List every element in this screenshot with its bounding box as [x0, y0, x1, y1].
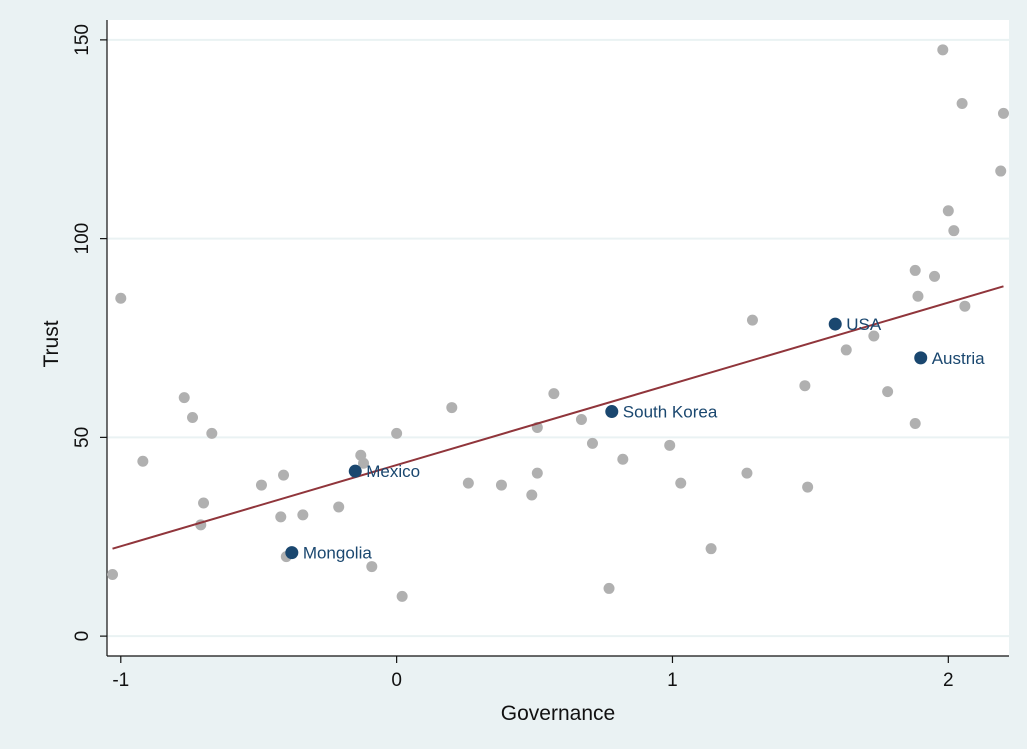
scatter-point [746, 314, 758, 326]
point-label: Mexico [366, 462, 420, 481]
highlighted-point [605, 405, 619, 419]
scatter-point [586, 437, 598, 449]
axis-ticks: 0 50 100 150 -1 0 1 2 [72, 24, 954, 691]
scatter-point [531, 467, 543, 479]
scatter-point [391, 427, 403, 439]
scatter-point [575, 413, 587, 425]
scatter-point [198, 497, 210, 509]
point-label: Austria [932, 349, 985, 368]
scatter-point [909, 264, 921, 276]
scatter-point [909, 417, 921, 429]
scatter-point [840, 344, 852, 356]
highlighted-point [914, 351, 928, 365]
scatter-point [802, 481, 814, 493]
scatter-point [115, 292, 127, 304]
scatter-point [705, 543, 717, 555]
scatter-point [956, 97, 968, 109]
x-tick-label: 0 [391, 670, 402, 691]
scatter-point [275, 511, 287, 523]
scatter-point [297, 509, 309, 521]
scatter-point [997, 107, 1009, 119]
scatter-point [495, 479, 507, 491]
x-axis-title: Governance [501, 702, 615, 725]
scatter-point [107, 569, 119, 581]
gridlines [107, 38, 1009, 638]
scatter-point [995, 165, 1007, 177]
scatter-point [912, 290, 924, 302]
highlighted-point [285, 546, 299, 560]
data-points [107, 44, 1009, 602]
point-label: Mongolia [303, 544, 373, 563]
point-label: USA [846, 315, 882, 334]
scatter-point [929, 270, 941, 282]
scatter-point [187, 412, 199, 423]
highlighted-points: Mongolia Mexico South Korea USA Austria [285, 315, 985, 563]
y-tick-label: 100 [72, 223, 93, 255]
scatter-point [446, 402, 458, 414]
scatter-point [548, 388, 560, 400]
x-tick-label: 2 [943, 670, 954, 691]
y-tick-label: 50 [72, 427, 93, 448]
scatter-point [937, 44, 949, 56]
fit-line [112, 285, 1004, 550]
scatter-point [942, 205, 954, 217]
highlighted-point [828, 317, 842, 331]
point-label: South Korea [623, 403, 718, 422]
scatter-point [799, 380, 811, 392]
scatter-point [526, 489, 538, 501]
scatter-point [675, 477, 687, 489]
plot-area [107, 20, 1009, 656]
scatter-point [137, 455, 149, 467]
scatter-point [278, 469, 290, 481]
scatter-point [462, 477, 474, 489]
scatter-point [617, 453, 629, 465]
scatter-point [603, 582, 615, 594]
fit-line-group [112, 285, 1004, 550]
scatter-point [206, 427, 218, 439]
scatter-point [868, 330, 880, 342]
y-tick-label: 150 [72, 24, 93, 56]
highlighted-point [348, 464, 362, 478]
scatter-point [396, 590, 408, 602]
scatter-point [178, 392, 190, 404]
scatter-point [358, 457, 370, 469]
scatter-point [366, 561, 378, 573]
y-axis-title: Trust [40, 320, 63, 367]
y-tick-label: 0 [72, 631, 93, 642]
scatter-point [255, 479, 267, 491]
scatter-point [948, 225, 960, 237]
scatter-point [664, 439, 676, 451]
x-tick-label: 1 [667, 670, 678, 691]
scatter-point [882, 386, 894, 398]
scatter-point [741, 467, 753, 479]
scatter-point [959, 300, 971, 312]
x-tick-label: -1 [112, 670, 129, 691]
scatter-point [333, 501, 345, 513]
